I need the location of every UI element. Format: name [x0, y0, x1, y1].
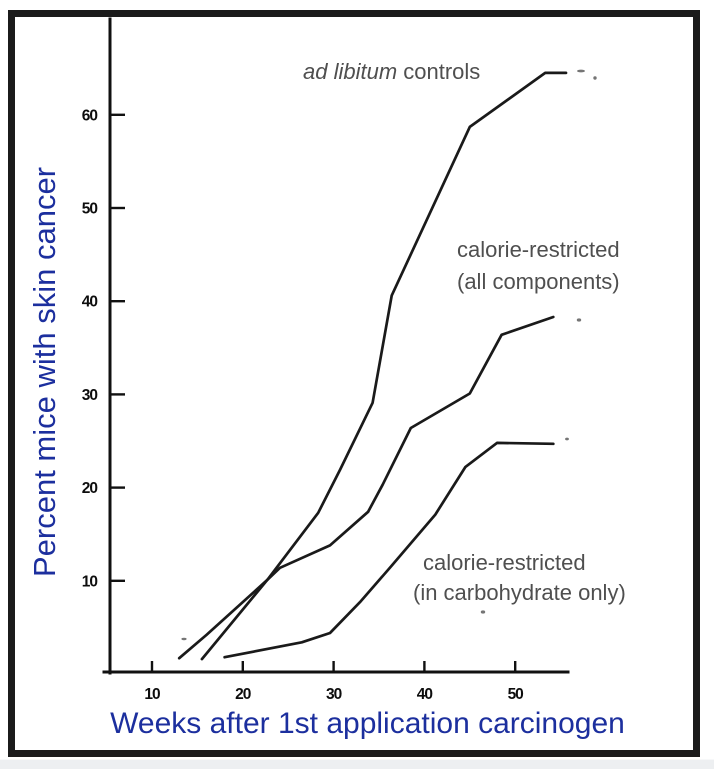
annotation-ad-libitum-controls: ad libitum controls: [303, 57, 480, 87]
x-tick-label: 20: [235, 686, 251, 703]
annotation-line: (all components): [457, 269, 620, 294]
scan-artifacts: [181, 69, 597, 641]
annotation-line: (in carbohydrate only): [413, 580, 626, 605]
y-axis-ticks: 10 20 30 40 50 60: [82, 107, 125, 590]
line-ad-libitum-controls: [177, 71, 568, 660]
y-tick-label: 50: [82, 201, 98, 218]
y-tick-label: 60: [82, 107, 98, 124]
x-axis-title: Weeks after 1st application carcinogen: [110, 707, 625, 740]
y-tick-label: 20: [82, 480, 98, 497]
annotation-line: calorie-restricted: [457, 237, 620, 262]
figure-frame: [8, 10, 700, 757]
line-calorie-restricted-all-components: [200, 315, 555, 661]
window-edge-strip: [0, 759, 714, 769]
y-tick-label: 40: [82, 294, 98, 311]
x-tick-label: 30: [326, 686, 342, 703]
x-tick-label: 50: [508, 686, 524, 703]
annotation-calorie-restricted-carb: calorie-restricted (in carbohydrate only…: [413, 548, 626, 608]
x-tick-label: 40: [417, 686, 433, 703]
x-axis-ticks: 10 20 30 40 50: [144, 661, 524, 703]
y-tick-label: 10: [82, 573, 98, 590]
x-tick-label: 10: [144, 686, 160, 703]
line-calorie-restricted-carbohydrate-only: [223, 441, 555, 659]
y-axis-title: Percent mice with skin cancer: [27, 166, 62, 578]
annotation-line: calorie-restricted: [423, 550, 586, 575]
y-tick-label: 30: [82, 387, 98, 404]
annotation-ad-libitum-italic: ad libitum: [303, 59, 398, 84]
annotation-controls-text: controls: [397, 59, 481, 84]
annotation-calorie-restricted-all: calorie-restricted (all components): [457, 234, 620, 298]
